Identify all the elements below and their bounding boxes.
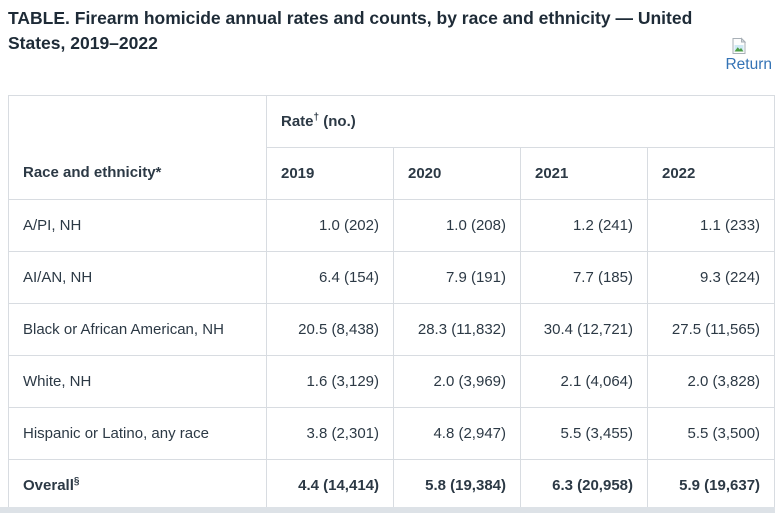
row-label: Black or African American, NH bbox=[8, 303, 267, 356]
year-header-2019: 2019 bbox=[266, 147, 394, 200]
rate-cell: 5.9 (19,637) bbox=[646, 459, 775, 512]
rate-cell: 1.2 (241) bbox=[520, 199, 648, 252]
rate-cell: 6.4 (154) bbox=[266, 251, 394, 304]
return-block: Return bbox=[725, 37, 772, 75]
row-label: AI/AN, NH bbox=[8, 251, 267, 304]
return-link[interactable]: Return bbox=[725, 56, 772, 73]
rate-cell: 1.0 (208) bbox=[393, 199, 521, 252]
table-row-overall: Overall§ 4.4 (14,414) 5.8 (19,384) 6.3 (… bbox=[8, 459, 775, 512]
table-row: White, NH 1.6 (3,129) 2.0 (3,969) 2.1 (4… bbox=[8, 355, 775, 408]
year-header-2022: 2022 bbox=[646, 147, 775, 200]
rate-cell: 2.0 (3,828) bbox=[646, 355, 775, 408]
rate-cell: 6.3 (20,958) bbox=[520, 459, 648, 512]
rate-cell: 2.0 (3,969) bbox=[393, 355, 521, 408]
rate-cell: 5.8 (19,384) bbox=[393, 459, 521, 512]
row-label: A/PI, NH bbox=[8, 199, 267, 252]
rate-cell: 28.3 (11,832) bbox=[393, 303, 521, 356]
rate-cell: 1.0 (202) bbox=[266, 199, 394, 252]
table-row: Hispanic or Latino, any race 3.8 (2,301)… bbox=[8, 407, 775, 460]
broken-image-icon bbox=[730, 37, 748, 55]
rate-cell: 5.5 (3,500) bbox=[646, 407, 775, 460]
table-row: AI/AN, NH 6.4 (154) 7.9 (191) 7.7 (185) … bbox=[8, 251, 775, 304]
year-header-2021: 2021 bbox=[520, 147, 648, 200]
rate-cell: 2.1 (4,064) bbox=[520, 355, 648, 408]
table-row: Black or African American, NH 20.5 (8,43… bbox=[8, 303, 775, 356]
year-header-2020: 2020 bbox=[393, 147, 521, 200]
rate-cell: 7.7 (185) bbox=[520, 251, 648, 304]
rate-cell: 4.4 (14,414) bbox=[266, 459, 394, 512]
rate-no-group-header: Rate† (no.) bbox=[265, 95, 775, 148]
rate-cell: 3.8 (2,301) bbox=[266, 407, 394, 460]
rate-cell: 27.5 (11,565) bbox=[646, 303, 775, 356]
rate-cell: 5.5 (3,455) bbox=[520, 407, 648, 460]
row-label: White, NH bbox=[8, 355, 267, 408]
year-header-row: 2019 2020 2021 2022 bbox=[9, 147, 775, 200]
rate-cell: 4.8 (2,947) bbox=[393, 407, 521, 460]
group-header-row: Race and ethnicity* Rate† (no.) bbox=[8, 95, 775, 200]
dagger-footnote-marker: † bbox=[313, 112, 320, 123]
rate-cell: 1.1 (233) bbox=[646, 199, 775, 252]
firearm-homicide-table: Race and ethnicity* Rate† (no.) 2019 202… bbox=[8, 95, 775, 512]
table-row: A/PI, NH 1.0 (202) 1.0 (208) 1.2 (241) 1… bbox=[8, 199, 775, 252]
row-label: Overall§ bbox=[8, 459, 267, 512]
horizontal-scrollbar[interactable] bbox=[0, 507, 775, 513]
rate-cell: 9.3 (224) bbox=[646, 251, 775, 304]
row-label: Hispanic or Latino, any race bbox=[8, 407, 267, 460]
race-ethnicity-column-header: Race and ethnicity* bbox=[8, 95, 267, 200]
table-title: TABLE. Firearm homicide annual rates and… bbox=[8, 8, 693, 53]
rate-cell: 7.9 (191) bbox=[393, 251, 521, 304]
rate-cell: 1.6 (3,129) bbox=[266, 355, 394, 408]
rate-cell: 20.5 (8,438) bbox=[266, 303, 394, 356]
section-footnote-marker: § bbox=[73, 476, 80, 487]
rate-cell: 30.4 (12,721) bbox=[520, 303, 648, 356]
